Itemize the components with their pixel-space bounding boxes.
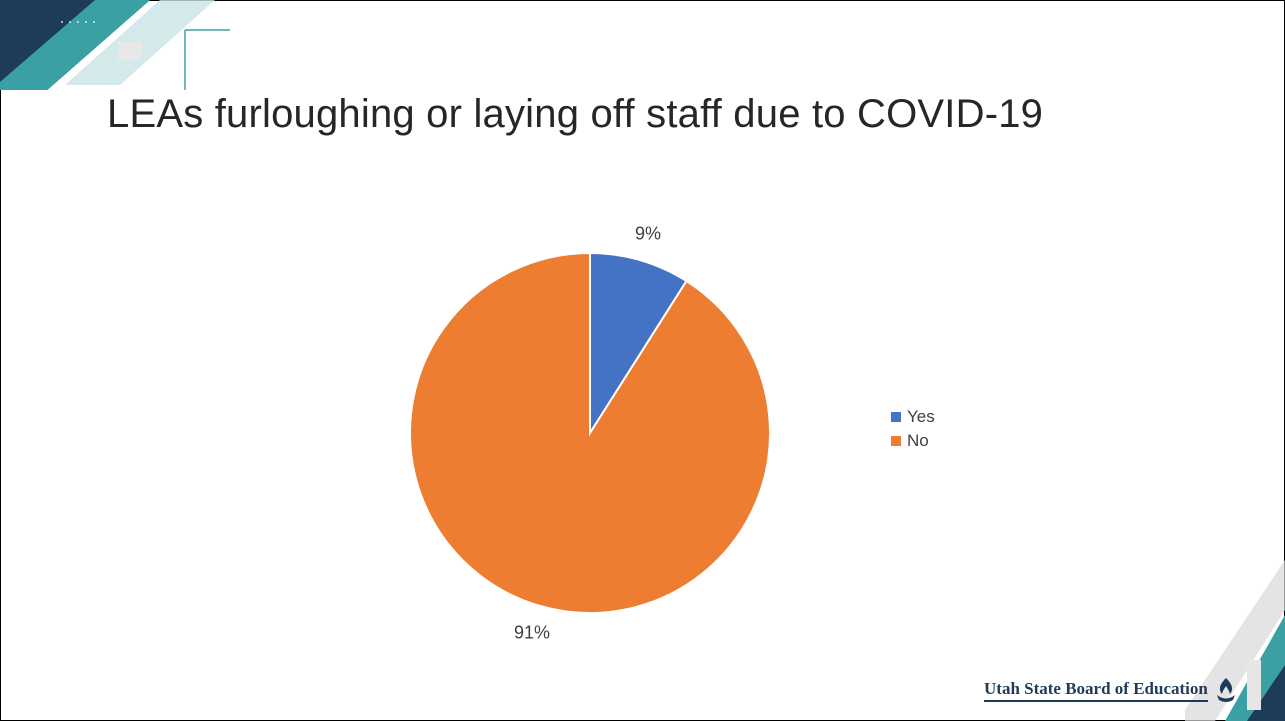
data-label-yes: 9% [635, 223, 661, 243]
legend-swatch-yes [891, 412, 901, 422]
legend-label-no: No [907, 431, 929, 450]
slide-title: LEAs furloughing or laying off staff due… [107, 92, 1044, 136]
data-label-no: 91% [514, 623, 550, 643]
usbe-logo: Utah State Board of Education [984, 676, 1238, 704]
pie-slice-yes [589, 251, 688, 437]
chart-legend: Yes No [891, 405, 935, 453]
legend-swatch-no [891, 436, 901, 446]
logo-text: Utah State Board of Education [984, 679, 1208, 702]
top-left-decoration [0, 0, 230, 90]
legend-label-yes: Yes [907, 407, 935, 426]
legend-item-yes: Yes [891, 405, 935, 429]
bottom-right-decoration [1185, 560, 1285, 721]
legend-item-no: No [891, 429, 935, 453]
pie-slice-no [409, 251, 771, 614]
flame-icon [1216, 678, 1235, 702]
